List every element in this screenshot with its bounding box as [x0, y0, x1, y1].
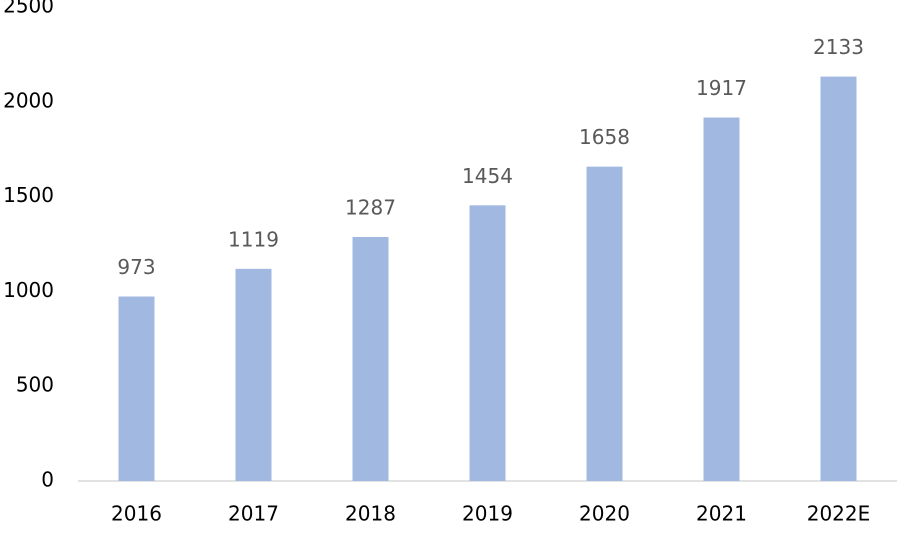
- bar: [469, 205, 506, 481]
- x-tick-label: 2018: [345, 502, 396, 526]
- bar: [235, 268, 272, 481]
- bar: [820, 76, 857, 482]
- y-tick-label: 500: [16, 373, 54, 397]
- y-tick-label: 1500: [3, 183, 54, 207]
- bar: [586, 166, 623, 482]
- bar: [118, 296, 155, 481]
- x-tick-label: 2021: [696, 502, 747, 526]
- bar: [703, 117, 740, 481]
- x-tick-label: 2022E: [807, 502, 871, 526]
- y-tick-label: 2000: [3, 88, 54, 112]
- data-label: 1658: [579, 125, 630, 149]
- x-tick-label: 2019: [462, 502, 513, 526]
- y-tick-label: 1000: [3, 278, 54, 302]
- data-label: 973: [117, 255, 155, 279]
- y-tick-label: 0: [41, 468, 54, 492]
- data-label: 2133: [813, 35, 864, 59]
- data-label: 1454: [462, 164, 513, 188]
- bar: [352, 236, 389, 481]
- x-tick-label: 2017: [228, 502, 279, 526]
- data-label: 1917: [696, 76, 747, 100]
- data-label: 1119: [228, 227, 279, 251]
- data-label: 1287: [345, 195, 396, 219]
- y-tick-label: 2500: [3, 0, 54, 18]
- x-tick-label: 2016: [111, 502, 162, 526]
- x-tick-label: 2020: [579, 502, 630, 526]
